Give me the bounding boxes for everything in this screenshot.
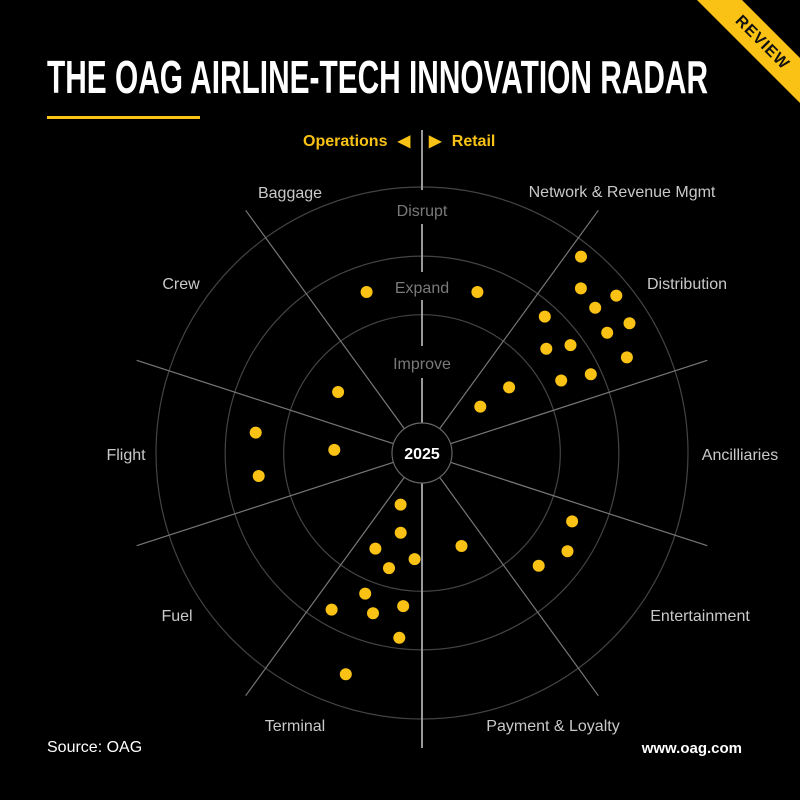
innovation-dot bbox=[383, 562, 395, 575]
sector-label: Payment & Loyalty bbox=[486, 718, 619, 735]
innovation-dot bbox=[623, 317, 636, 330]
innovation-dot bbox=[474, 400, 487, 413]
website-link[interactable]: www.oag.com bbox=[641, 740, 742, 757]
arrow-left-icon: ◀ bbox=[397, 133, 411, 150]
sector-label: Ancilliaries bbox=[702, 447, 778, 464]
innovation-dot bbox=[249, 426, 262, 439]
sector-divider bbox=[136, 359, 394, 445]
page-title: THE OAG AIRLINE-TECH INNOVATION RADAR bbox=[47, 51, 708, 103]
sector-label: Crew bbox=[162, 276, 200, 293]
innovation-dot bbox=[566, 515, 579, 528]
innovation-dot bbox=[332, 386, 345, 398]
header-graphics: THE OAG AIRLINE-TECH INNOVATION RADAR RE… bbox=[47, 0, 800, 103]
sector-label: Fuel bbox=[161, 608, 192, 625]
ribbon-band bbox=[697, 0, 800, 103]
center-year: 2025 bbox=[404, 446, 440, 463]
innovation-dot bbox=[503, 381, 516, 394]
sector-divider bbox=[136, 461, 394, 547]
sector-divider bbox=[450, 461, 708, 547]
innovation-dot bbox=[564, 339, 577, 352]
innovation-dot bbox=[610, 289, 623, 302]
innovation-dot bbox=[540, 342, 553, 355]
source-note: Source: OAG bbox=[47, 739, 143, 756]
sector-label: Terminal bbox=[265, 718, 325, 735]
innovation-dot bbox=[359, 587, 372, 600]
sector-divider bbox=[245, 476, 405, 697]
ring-label-disrupt: Disrupt bbox=[397, 203, 448, 220]
arrow-right-icon: ▶ bbox=[429, 133, 442, 150]
sector-label: Entertainment bbox=[650, 608, 750, 625]
innovation-dot bbox=[325, 603, 338, 616]
innovation-dot bbox=[455, 540, 468, 552]
innovation-dot bbox=[538, 310, 551, 323]
innovation-dot bbox=[360, 286, 373, 298]
title-underline bbox=[47, 116, 200, 119]
innovation-dot bbox=[397, 600, 410, 613]
center-circle bbox=[391, 422, 453, 484]
sector-divider bbox=[245, 209, 405, 430]
sector-divider bbox=[450, 359, 708, 445]
innovation-dot bbox=[367, 607, 379, 620]
retail-label: ▶ Retail bbox=[429, 133, 496, 150]
innovation-dot bbox=[620, 351, 633, 364]
innovation-dot bbox=[369, 542, 382, 555]
innovation-dot bbox=[601, 326, 614, 339]
sector-label: Flight bbox=[106, 447, 146, 464]
innovation-dot bbox=[555, 374, 568, 387]
innovation-dot bbox=[394, 526, 407, 539]
innovation-dot bbox=[393, 631, 406, 644]
sector-label: Distribution bbox=[647, 276, 727, 293]
innovation-dot bbox=[328, 443, 341, 456]
innovation-dot bbox=[584, 368, 597, 381]
innovation-dot bbox=[339, 668, 352, 681]
innovation-dot bbox=[394, 498, 407, 511]
innovation-dot bbox=[252, 470, 265, 482]
sector-label: Network & Revenue Mgmt bbox=[529, 184, 716, 201]
innovation-dot bbox=[575, 250, 587, 263]
innovation-dot bbox=[471, 286, 484, 298]
ring-label-improve: Improve bbox=[393, 356, 451, 373]
sector-divider bbox=[439, 476, 599, 697]
ring-label-expand: Expand bbox=[395, 280, 449, 297]
innovation-dot bbox=[408, 553, 421, 566]
operations-label: Operations ◀ bbox=[303, 133, 411, 150]
innovation-dot bbox=[532, 559, 545, 572]
innovation-dot bbox=[561, 545, 574, 558]
innovation-dot bbox=[589, 301, 602, 314]
innovation-dot bbox=[574, 282, 587, 295]
sector-divider bbox=[439, 209, 599, 430]
sector-label: Baggage bbox=[258, 185, 322, 202]
